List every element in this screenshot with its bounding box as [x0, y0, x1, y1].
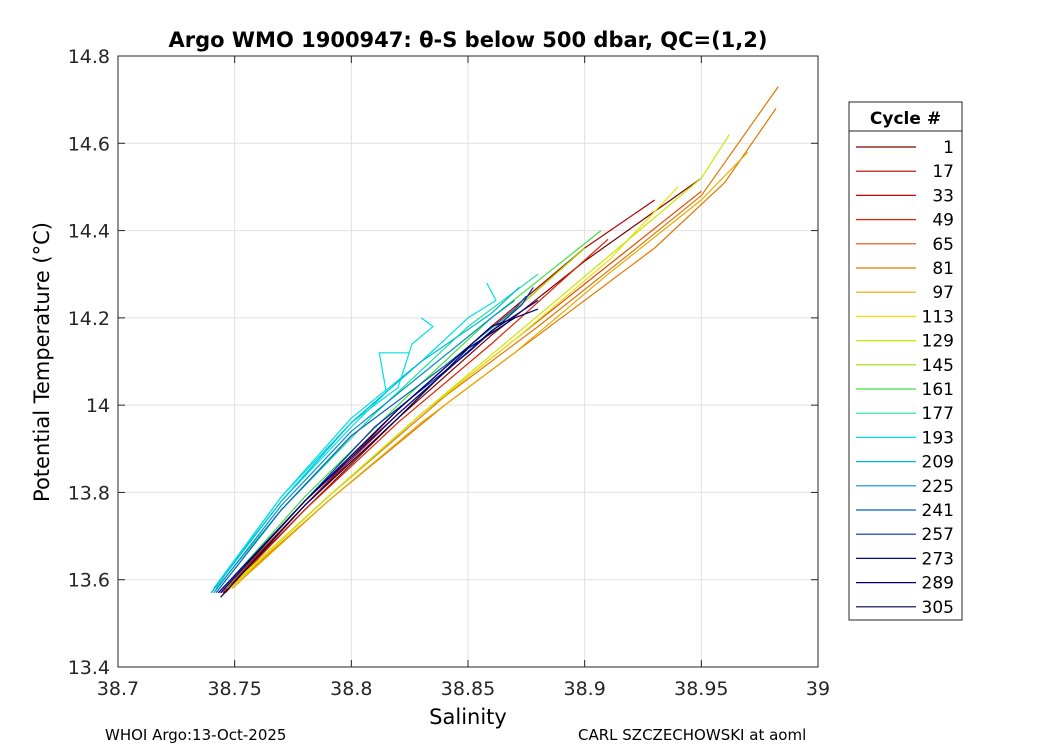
- legend-label-65: 65: [932, 235, 954, 255]
- legend-label-225: 225: [922, 477, 954, 497]
- series-line-17: [213, 299, 516, 594]
- series-line-3: [224, 238, 609, 594]
- legend-label-305: 305: [922, 598, 954, 618]
- legend-label-97: 97: [932, 283, 954, 303]
- y-axis-ticks: 13.4 13.6 13.8 14 14.2 14.4 14.6 14.8: [68, 46, 818, 679]
- x-tick-label: 38.8: [330, 678, 372, 700]
- legend-label-273: 273: [922, 549, 954, 569]
- x-axis-ticks: 38.7 38.75 38.8 38.85 38.9 38.95 39: [97, 56, 830, 700]
- legend-label-289: 289: [922, 574, 954, 594]
- y-tick-label: 14.4: [68, 221, 110, 243]
- series-line-11: [222, 230, 602, 589]
- series-line-7: [231, 151, 749, 589]
- legend-label-81: 81: [932, 259, 954, 279]
- legend-label-241: 241: [922, 501, 954, 521]
- x-tick-label: 38.9: [564, 678, 606, 700]
- legend-entries: 1 17 33 49 65 81 97 113 129 145 161 177 193 209 225 241…: [856, 138, 954, 618]
- series-line-9: [227, 134, 730, 589]
- legend-label-193: 193: [922, 428, 954, 448]
- x-tick-label: 38.7: [97, 678, 139, 700]
- chart-title: Argo WMO 1900947: θ-S below 500 dbar, QC…: [169, 28, 768, 52]
- legend-label-33: 33: [932, 186, 954, 206]
- y-tick-label: 14.8: [68, 46, 110, 68]
- legend-title: Cycle #: [870, 109, 941, 129]
- legend-label-145: 145: [922, 356, 954, 376]
- legend-label-177: 177: [922, 404, 954, 424]
- legend-label-257: 257: [922, 525, 954, 545]
- legend-label-209: 209: [922, 453, 954, 473]
- y-axis-label: Potential Temperature (°C): [30, 222, 54, 502]
- y-tick-label: 13.6: [68, 570, 110, 592]
- y-tick-label: 13.8: [68, 482, 110, 504]
- series-line-22: [220, 317, 516, 598]
- legend: Cycle # 1 17 33 49 65 81 97 113 129 145 161 177 193 2…: [848, 101, 963, 621]
- footer-right-credit: CARL SZCZECHOWSKI at aoml: [578, 726, 807, 744]
- series-line-21: [220, 308, 539, 594]
- x-tick-label: 38.75: [207, 678, 261, 700]
- legend-label-161: 161: [922, 380, 954, 400]
- x-axis-label: Salinity: [429, 705, 507, 729]
- x-tick-label: 39: [806, 678, 830, 700]
- y-tick-label: 14: [86, 395, 110, 417]
- y-tick-label: 14.2: [68, 308, 110, 330]
- x-tick-label: 38.95: [674, 678, 728, 700]
- series-line-16: [210, 286, 520, 594]
- footer-left-credit: WHOI Argo:13-Oct-2025: [105, 726, 287, 744]
- legend-label-17: 17: [932, 162, 954, 182]
- legend-label-1: 1: [943, 138, 954, 158]
- x-tick-label: 38.85: [441, 678, 495, 700]
- series-line-12: [215, 273, 539, 589]
- legend-label-113: 113: [922, 307, 954, 327]
- legend-label-129: 129: [922, 332, 954, 352]
- y-tick-label: 13.4: [68, 657, 110, 679]
- legend-label-49: 49: [932, 211, 954, 231]
- series-line-18: [215, 295, 527, 594]
- y-tick-label: 14.6: [68, 133, 110, 155]
- series-lines: [210, 86, 779, 598]
